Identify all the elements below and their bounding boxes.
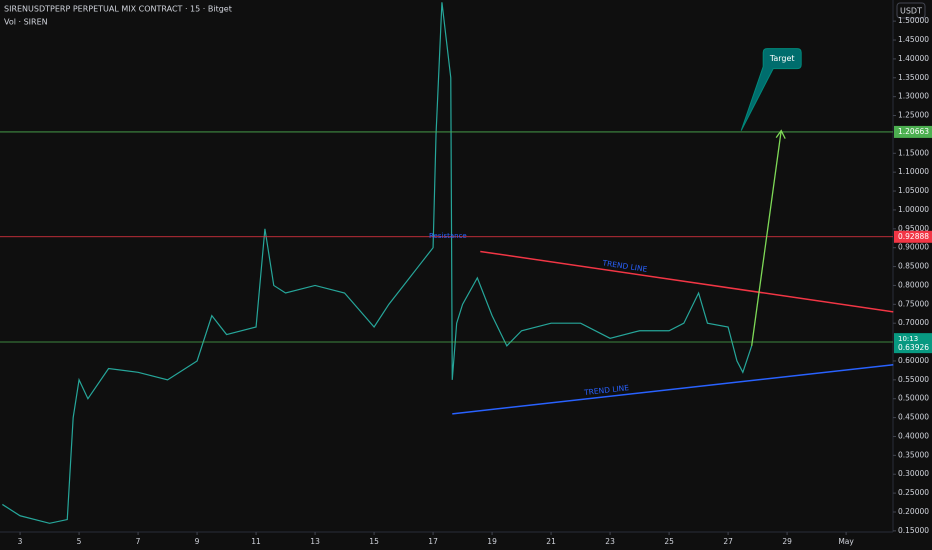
x-tick-label: 13 [310,537,320,546]
last-price-box [894,333,932,354]
x-tick-label: 23 [605,537,615,546]
y-tick-label: 1.50000 [898,16,929,25]
y-tick-label: 1.15000 [898,148,929,157]
y-tick-label: 1.35000 [898,73,929,82]
y-tick-label: 0.50000 [898,394,929,403]
level-label: 1.20663 [898,127,929,136]
y-tick-label: 0.80000 [898,280,929,289]
x-tick-label: 7 [136,537,141,546]
level-label: 0.92888 [898,232,929,241]
x-tick-label: 25 [664,537,674,546]
countdown: 10:13 [898,335,918,343]
x-tick-label: May [838,537,854,546]
volume-label: Vol · SIREN [4,18,48,27]
last-price: 0.63926 [898,343,929,352]
y-tick-label: 0.55000 [898,375,929,384]
y-tick-label: 1.00000 [898,205,929,214]
y-tick-label: 0.75000 [898,299,929,308]
y-tick-label: 0.15000 [898,526,929,535]
price-line [2,2,753,524]
y-tick-label: 0.70000 [898,318,929,327]
level-annotation: Resistance [429,232,467,240]
y-tick-label: 0.25000 [898,488,929,497]
y-tick-label: 0.40000 [898,431,929,440]
x-tick-label: 17 [428,537,438,546]
y-tick-label: 0.30000 [898,469,929,478]
y-tick-label: 1.40000 [898,54,929,63]
y-tick-label: 1.25000 [898,111,929,120]
x-tick-label: 5 [77,537,82,546]
x-tick-label: 3 [18,537,23,546]
level-label-box [894,230,932,243]
x-tick-label: 9 [195,537,200,546]
level-label-box [894,125,932,138]
y-tick-label: 1.05000 [898,186,929,195]
y-tick-label: 1.30000 [898,92,929,101]
y-tick-label: 0.60000 [898,356,929,365]
x-tick-label: 27 [723,537,733,546]
currency-box[interactable] [896,2,926,19]
trend-line [452,363,894,415]
y-tick-label: 0.35000 [898,450,929,459]
target-callout [740,48,802,131]
y-tick-label: 1.10000 [898,167,929,176]
y-tick-label: 0.90000 [898,243,929,252]
y-tick-label: 0.85000 [898,262,929,271]
arrow-head [775,129,786,139]
x-tick-label: 15 [369,537,379,546]
x-tick-label: 21 [546,537,556,546]
x-tick-label: 19 [487,537,497,546]
y-tick-label: 0.95000 [898,224,929,233]
currency[interactable]: USDT [900,7,922,16]
x-tick-label: 11 [251,537,261,546]
y-tick-label: 0.45000 [898,413,929,422]
y-tick-label: 1.45000 [898,35,929,44]
y-tick-label: 0.20000 [898,507,929,516]
chart-title: SIRENUSDTPERP PERPETUAL MIX CONTRACT · 1… [4,5,232,14]
target-label: Target [769,54,795,63]
target-arrow [751,130,782,346]
x-tick-label: 29 [782,537,792,546]
trend-line [480,250,894,313]
